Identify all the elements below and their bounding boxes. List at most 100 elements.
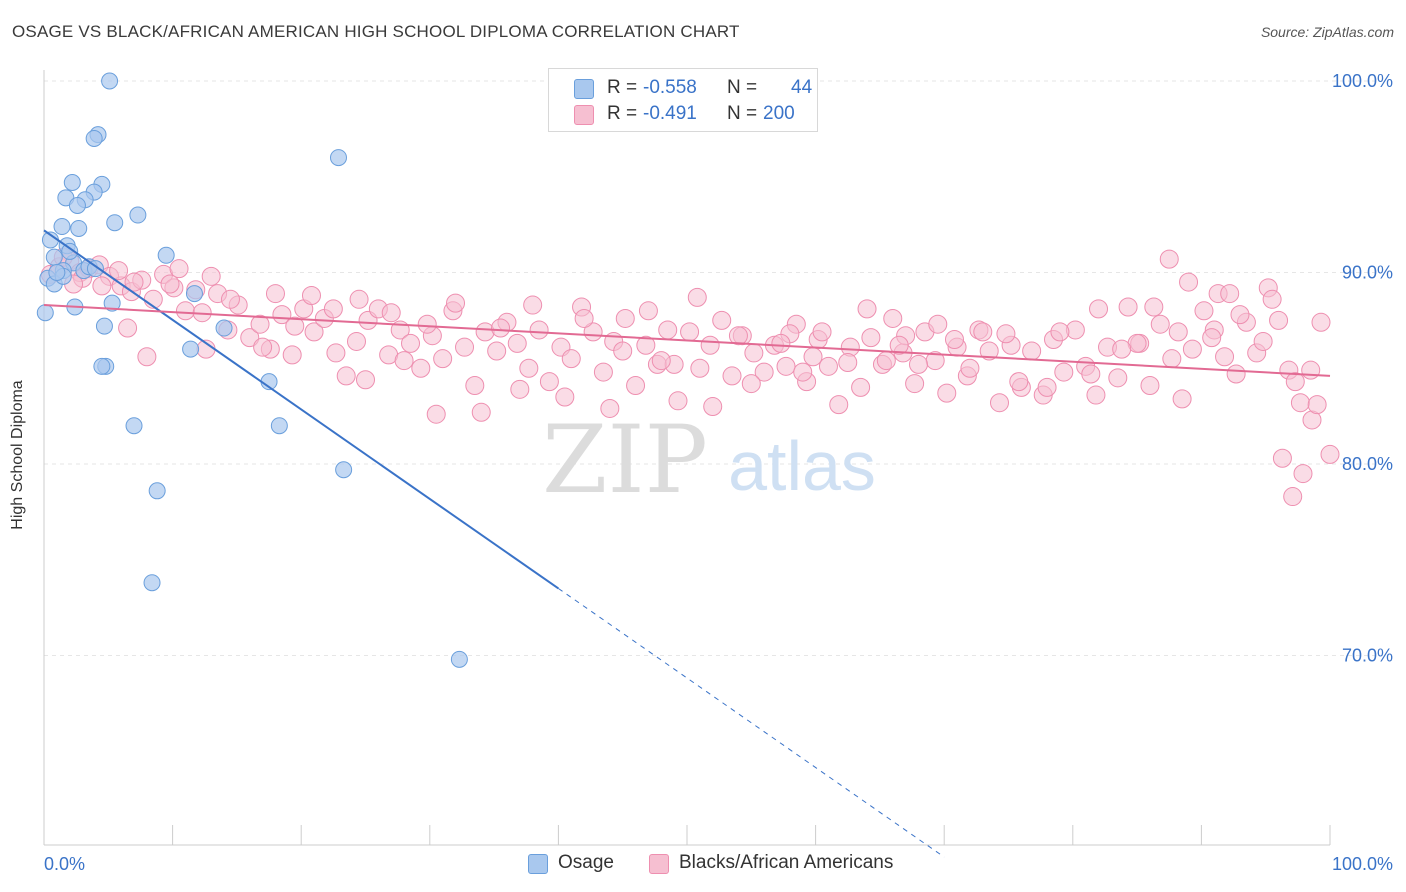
data-point-blacks [1162, 349, 1182, 369]
data-point-blacks [741, 374, 761, 394]
data-point-blacks [1293, 464, 1313, 484]
data-point-osage [63, 173, 81, 191]
r-label: R = [607, 77, 638, 98]
trend-line-osage [43, 229, 559, 590]
data-point-blacks [250, 314, 270, 334]
data-point-blacks [876, 351, 896, 371]
r-label: R = [607, 103, 638, 124]
data-point-blacks [1112, 339, 1132, 359]
data-point-osage [143, 574, 161, 592]
data-point-blacks [687, 287, 707, 307]
data-point-blacks [160, 274, 180, 294]
data-point-blacks [1022, 341, 1042, 361]
data-point-osage [329, 149, 347, 167]
data-point-osage [101, 72, 119, 90]
data-point-blacks [1140, 375, 1160, 395]
data-point-blacks [1182, 339, 1202, 359]
data-point-osage [148, 482, 166, 500]
data-point-blacks [285, 316, 305, 336]
r-value: -0.558 [643, 77, 697, 98]
data-point-blacks [722, 366, 742, 386]
data-point-blacks [471, 402, 491, 422]
data-point-blacks [754, 362, 774, 382]
data-point-blacks [776, 356, 796, 376]
data-point-osage [125, 417, 143, 435]
data-point-blacks [703, 397, 723, 417]
data-point-osage [85, 129, 103, 147]
data-point-blacks [1320, 444, 1340, 464]
data-point-blacks [1307, 395, 1327, 415]
data-point-blacks [523, 295, 543, 315]
data-point-blacks [960, 358, 980, 378]
data-point-blacks [539, 372, 559, 392]
data-point-blacks [1179, 272, 1199, 292]
data-point-blacks [1081, 364, 1101, 384]
data-point-blacks [636, 335, 656, 355]
data-point-blacks [593, 362, 613, 382]
y-tick-label: 80.0% [1342, 454, 1393, 474]
y-tick-label: 70.0% [1342, 646, 1393, 666]
data-point-blacks [744, 343, 764, 363]
osage-legend-swatch [528, 854, 548, 874]
osage-swatch [574, 79, 594, 99]
data-point-blacks [600, 398, 620, 418]
data-point-blacks [240, 328, 260, 348]
data-point-osage [106, 214, 124, 232]
trend-line-blacks [43, 304, 1331, 377]
data-point-osage [61, 242, 79, 260]
data-point-blacks [109, 261, 129, 281]
data-point-blacks [555, 387, 575, 407]
data-point-blacks [973, 322, 993, 342]
data-point-blacks [1050, 322, 1070, 342]
data-point-blacks [905, 374, 925, 394]
data-point-blacks [838, 353, 858, 373]
legend-label-osage: Osage [558, 852, 614, 873]
data-point-blacks [417, 314, 437, 334]
data-point-blacks [301, 285, 321, 305]
n-value: 200 [763, 103, 795, 124]
data-point-blacks [1150, 314, 1170, 334]
axes [43, 70, 1331, 846]
data-point-blacks [323, 299, 343, 319]
data-point-blacks [1220, 284, 1240, 304]
data-point-osage [215, 319, 233, 337]
data-point-blacks [1283, 487, 1303, 507]
data-point-blacks [1194, 301, 1214, 321]
data-point-blacks [426, 404, 446, 424]
data-point-blacks [1086, 385, 1106, 405]
data-point-blacks [937, 383, 957, 403]
x-tick-label: 100.0% [1332, 854, 1393, 874]
data-point-blacks [1301, 360, 1321, 380]
data-point-blacks [137, 347, 157, 367]
data-point-blacks [728, 326, 748, 346]
data-point-blacks [690, 358, 710, 378]
data-point-blacks [1253, 331, 1273, 351]
data-point-blacks [861, 328, 881, 348]
data-point-blacks [92, 276, 112, 296]
data-point-blacks [818, 356, 838, 376]
data-point-blacks [613, 341, 633, 361]
tick-labels: 70.0% 80.0% 90.0% 100.0% 0.0% 100.0% [44, 71, 1393, 874]
data-point-blacks [1089, 299, 1109, 319]
data-point-blacks [118, 318, 138, 338]
data-point-blacks [401, 333, 421, 353]
legend-label-blacks: Blacks/African Americans [679, 852, 894, 873]
data-point-blacks [529, 320, 549, 340]
data-point-blacks [829, 395, 849, 415]
data-point-blacks [336, 366, 356, 386]
data-point-blacks [446, 293, 466, 313]
data-point-blacks [712, 310, 732, 330]
data-point-blacks [680, 322, 700, 342]
data-point-osage [450, 650, 468, 668]
trend-line-osage-extension [558, 588, 945, 858]
data-point-blacks [996, 324, 1016, 344]
data-point-osage [270, 417, 288, 435]
watermark-atlas: atlas [728, 427, 876, 505]
data-point-blacks [1215, 347, 1235, 367]
data-point-osage [335, 461, 353, 479]
series-osage-points [36, 72, 468, 668]
data-point-blacks [574, 308, 594, 328]
data-point-blacks [812, 322, 832, 342]
data-point-blacks [510, 379, 530, 399]
data-point-osage [86, 260, 104, 278]
